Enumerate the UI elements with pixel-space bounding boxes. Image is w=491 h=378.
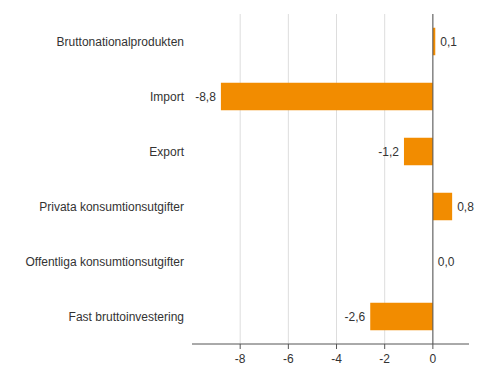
y-labels: Fast bruttoinvestering Offentliga konsumt… — [25, 35, 184, 324]
category-label: Export — [149, 145, 184, 159]
tick-label: 0 — [430, 352, 437, 366]
tick-label: -8 — [235, 352, 246, 366]
data-label: -2,6 — [345, 310, 366, 324]
zero-line — [432, 14, 433, 344]
data-label: 0,8 — [457, 200, 474, 214]
data-labels: -2,6 0,0 0,8 -1,2 -8,8 0,1 — [195, 35, 474, 324]
category-label: Import — [150, 90, 185, 104]
data-label: -1,2 — [378, 145, 399, 159]
category-label: Fast bruttoinvestering — [69, 310, 184, 324]
page: {"chart_data": {"type": "bar", "orientat… — [0, 0, 491, 378]
data-label: 0,0 — [438, 255, 455, 269]
x-axis-line — [192, 344, 469, 345]
bar — [433, 193, 452, 221]
chart: -8 -6 -4 -2 0 Fast bruttoinvestering Offentlig… — [0, 0, 491, 378]
tick-label: -4 — [331, 352, 342, 366]
tick-mark — [336, 344, 337, 349]
tick-label: -2 — [379, 352, 390, 366]
bars — [221, 28, 452, 331]
category-label: Bruttonationalprodukten — [57, 35, 184, 49]
category-label: Privata konsumtionsutgifter — [39, 200, 184, 214]
tick-mark — [384, 344, 385, 349]
tick-label: -6 — [283, 352, 294, 366]
bar — [221, 83, 433, 111]
category-label: Offentliga konsumtionsutgifter — [25, 255, 184, 269]
data-label: 0,1 — [440, 35, 457, 49]
data-label: -8,8 — [195, 90, 216, 104]
grid-line — [240, 14, 241, 344]
grid-line — [336, 14, 337, 344]
grid-line — [288, 14, 289, 344]
tick-mark — [240, 344, 241, 349]
grid — [240, 14, 433, 344]
x-ticks: -8 -6 -4 -2 0 — [235, 344, 437, 366]
tick-mark — [432, 344, 433, 349]
tick-mark — [288, 344, 289, 349]
bar — [404, 138, 433, 166]
grid-line — [432, 14, 433, 344]
bar — [370, 303, 433, 331]
grid-line — [384, 14, 385, 344]
